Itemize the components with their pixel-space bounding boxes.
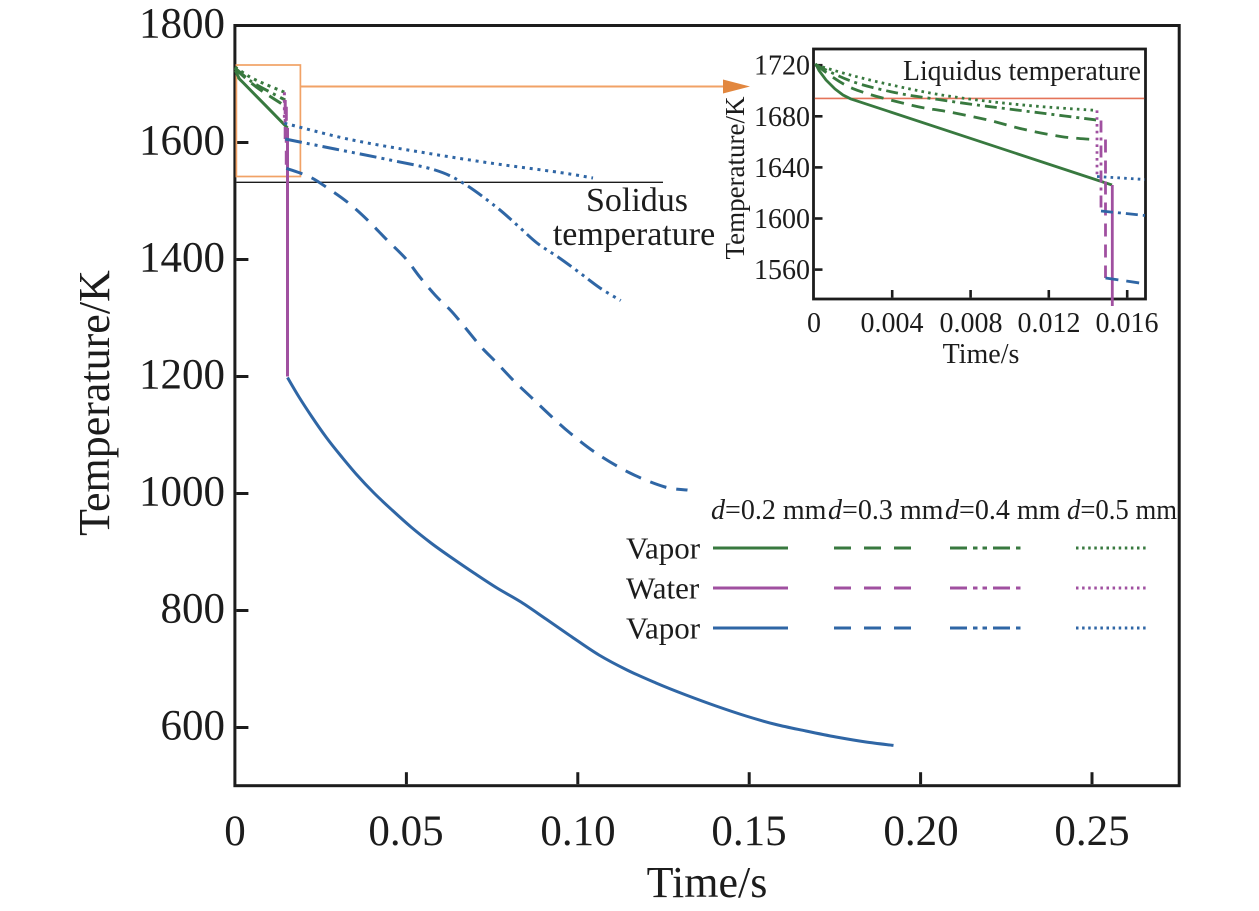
svg-text:d=0.4 mm: d=0.4 mm [945,495,1061,526]
svg-text:temperature: temperature [553,216,715,253]
svg-text:0.05: 0.05 [368,808,443,855]
svg-text:0.25: 0.25 [1054,808,1129,855]
svg-text:1560: 1560 [754,255,810,286]
svg-text:600: 600 [161,703,226,750]
svg-text:0: 0 [807,308,821,339]
svg-text:1600: 1600 [754,204,810,235]
svg-text:1800: 1800 [139,1,225,48]
svg-text:1200: 1200 [139,352,225,399]
svg-text:0.008: 0.008 [940,308,1003,339]
svg-text:Liquidus temperature: Liquidus temperature [903,56,1141,87]
svg-text:Water: Water [626,571,700,606]
svg-text:0.004: 0.004 [861,308,924,339]
svg-text:d=0.3 mm: d=0.3 mm [828,495,944,526]
svg-text:Vapor: Vapor [626,611,701,646]
svg-text:0.15: 0.15 [711,808,786,855]
svg-text:Vapor: Vapor [626,531,701,566]
svg-text:0.10: 0.10 [540,808,615,855]
svg-text:1600: 1600 [139,118,225,165]
svg-text:0.016: 0.016 [1096,308,1159,339]
svg-text:0.20: 0.20 [883,808,958,855]
svg-text:d=0.5 mm: d=0.5 mm [1067,495,1177,526]
svg-text:Time/s: Time/s [943,339,1020,370]
svg-text:800: 800 [161,586,226,633]
svg-text:1400: 1400 [139,235,225,282]
svg-text:1640: 1640 [754,153,810,184]
svg-text:d=0.2 mm: d=0.2 mm [711,495,827,526]
svg-text:1720: 1720 [754,51,810,82]
svg-text:1680: 1680 [754,102,810,133]
svg-text:Time/s: Time/s [647,858,768,907]
svg-text:0.012: 0.012 [1018,308,1081,339]
svg-text:0: 0 [224,808,246,855]
svg-text:1000: 1000 [139,469,225,516]
svg-text:Temperature/K: Temperature/K [720,96,750,260]
svg-text:Solidus: Solidus [586,182,688,219]
svg-text:Temperature/K: Temperature/K [70,270,119,536]
